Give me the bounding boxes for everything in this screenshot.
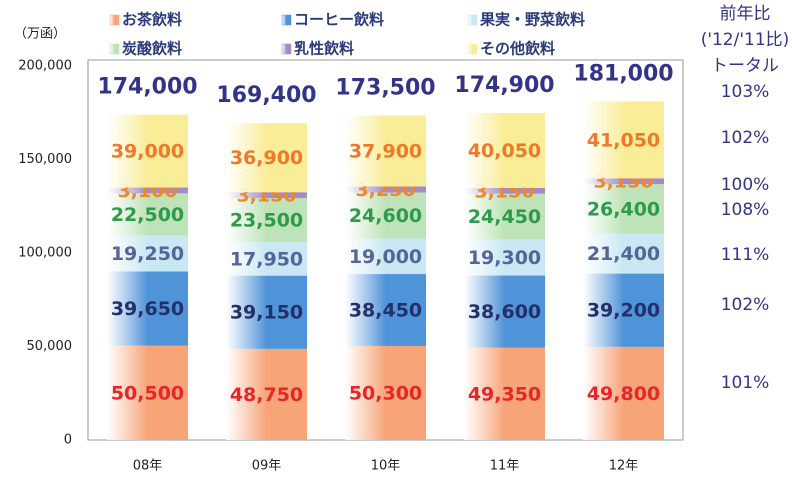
total-label: 169,400: [216, 83, 316, 108]
bar-segment: [226, 123, 307, 193]
legend-label: 炭酸飲料: [122, 40, 182, 58]
bar-segment: [226, 242, 307, 276]
legend-label: コーヒー飲料: [294, 11, 384, 29]
legend-label: 乳性飲料: [294, 40, 354, 58]
data-label: 50,300: [349, 382, 422, 404]
bar-segment: [226, 198, 307, 243]
yoy-total-label: トータル: [711, 56, 779, 76]
data-label: 39,650: [111, 298, 184, 320]
y-tick-label: 0: [64, 433, 72, 448]
data-label: 19,300: [468, 247, 541, 269]
bar-segment: [345, 274, 426, 346]
data-label: 22,500: [111, 204, 184, 226]
bar-segment: [107, 193, 188, 236]
bar-segment: [107, 345, 188, 440]
total-label: 174,900: [454, 73, 554, 98]
legend-swatch: [467, 14, 478, 26]
data-label: 39,200: [587, 300, 660, 322]
bar-segment: [464, 187, 545, 194]
legend-swatch: [281, 14, 292, 26]
total-label: 173,500: [335, 76, 435, 101]
data-label: 38,450: [349, 299, 422, 321]
bar-segment: [345, 186, 426, 193]
bar-segment: [464, 112, 545, 188]
data-label: 26,400: [587, 198, 660, 220]
data-label: 17,950: [230, 248, 303, 270]
bar-segment: [583, 184, 664, 234]
y-tick-label: 150,000: [18, 152, 72, 167]
data-label: 49,350: [468, 383, 541, 405]
data-label: 24,600: [349, 205, 422, 227]
data-label: 37,900: [349, 140, 422, 162]
data-label: 19,250: [111, 243, 184, 265]
legend-label: お茶飲料: [122, 11, 182, 29]
bar-segment: [345, 238, 426, 275]
data-label: 38,600: [468, 301, 541, 323]
total-label: 174,000: [97, 75, 197, 100]
bar-segment: [107, 235, 188, 272]
data-label: 50,500: [111, 382, 184, 404]
yoy-value: 108%: [721, 200, 770, 220]
x-tick-label: 09年: [252, 459, 282, 474]
y-tick-label: 100,000: [18, 246, 72, 261]
bar-segment: [226, 348, 307, 440]
total-label: 181,000: [573, 62, 673, 87]
bar-segment: [583, 178, 664, 185]
yoy-value: 102%: [721, 128, 770, 148]
bar-segment: [107, 114, 188, 188]
data-label: 36,900: [230, 147, 303, 169]
bar-segment: [345, 115, 426, 187]
bar-segment: [583, 233, 664, 274]
data-label: 39,150: [230, 302, 303, 324]
bar-segment: [583, 101, 664, 179]
x-tick-label: 12年: [609, 459, 639, 474]
data-label: 24,450: [468, 206, 541, 228]
legend-swatch: [109, 43, 120, 55]
yoy-subtitle: ('12/'11比): [701, 30, 790, 50]
bar-segment: [464, 347, 545, 440]
data-label: 39,000: [111, 141, 184, 163]
yoy-title: 前年比: [720, 4, 771, 24]
data-label: 48,750: [230, 384, 303, 406]
bar-segment: [345, 345, 426, 440]
yoy-value: 100%: [721, 175, 770, 195]
x-tick-label: 08年: [133, 459, 163, 474]
bar-segment: [583, 273, 664, 347]
yoy-value: 111%: [721, 245, 770, 265]
bar-segment: [226, 192, 307, 199]
legend-swatch: [109, 14, 120, 26]
bar-segment: [583, 346, 664, 440]
y-tick-label: 200,000: [18, 59, 72, 74]
legend-swatch: [281, 43, 292, 55]
bar-segment: [345, 192, 426, 239]
legend-label: 果実・野菜飲料: [479, 11, 585, 29]
legend-label: その他飲料: [480, 40, 555, 58]
x-tick-label: 10年: [371, 459, 401, 474]
data-label: 40,050: [468, 140, 541, 162]
bar-segment: [107, 271, 188, 346]
data-label: 23,500: [230, 210, 303, 232]
bar-segment: [107, 187, 188, 194]
yoy-total: 103%: [721, 82, 770, 102]
legend-swatch: [467, 43, 478, 55]
bar-segment: [226, 275, 307, 349]
data-label: 49,800: [587, 383, 660, 405]
y-tick-label: 50,000: [27, 339, 73, 354]
x-tick-label: 11年: [490, 459, 520, 474]
data-label: 21,400: [587, 243, 660, 265]
data-label: 19,000: [349, 246, 422, 268]
bar-segment: [464, 239, 545, 276]
bar-segment: [464, 193, 545, 240]
yoy-value: 102%: [721, 295, 770, 315]
yoy-value: 101%: [721, 373, 770, 393]
bar-segment: [464, 275, 545, 348]
data-label: 41,050: [587, 129, 660, 151]
y-unit-label: （万函）: [14, 27, 66, 42]
